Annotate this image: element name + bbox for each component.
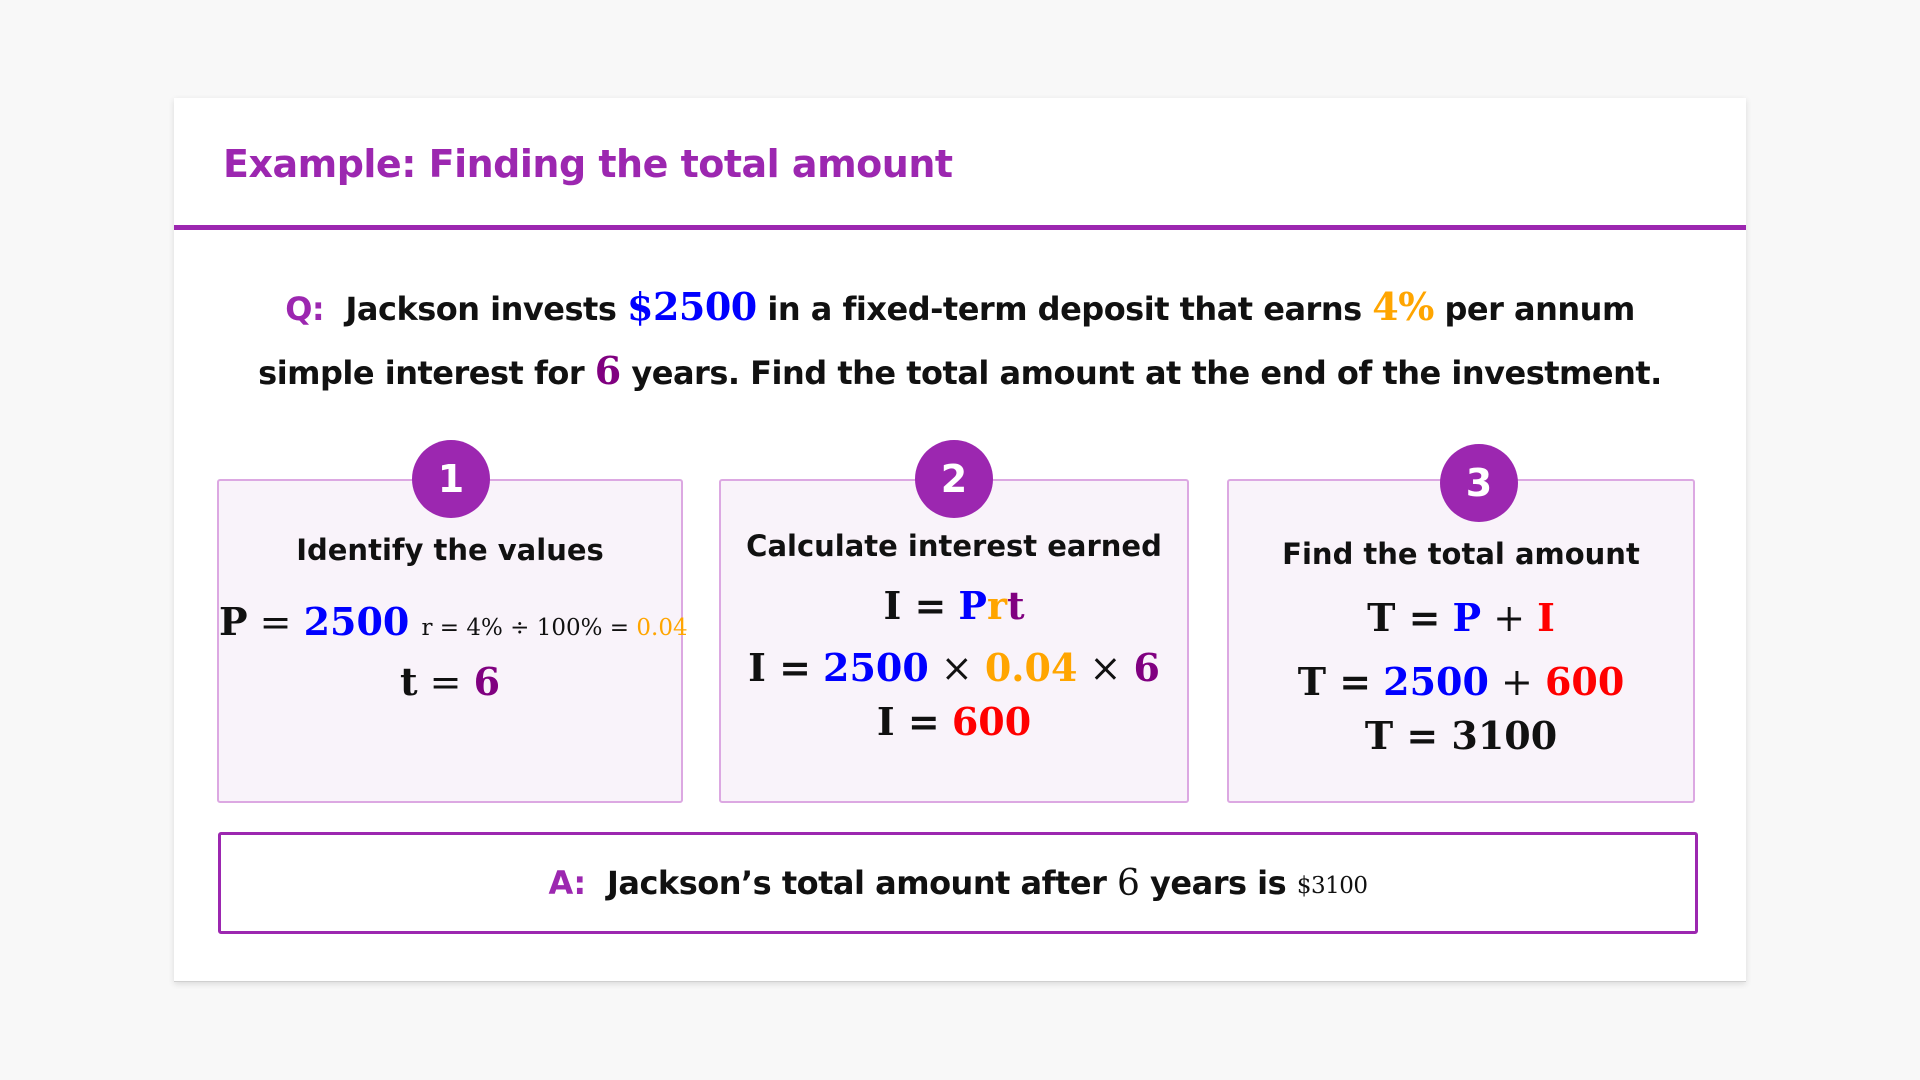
example-card: Example: Finding the total amount Q: Jac… (174, 98, 1746, 982)
answer-value: $3100 (1296, 873, 1368, 899)
math-i: I (1537, 595, 1555, 640)
step-3-box: Find the total amount T = P + I T = 2500… (1227, 479, 1695, 803)
step-3-badge: 3 (1440, 444, 1518, 522)
time-value: 6 (1133, 645, 1160, 690)
step-heading: Identify the values (296, 533, 604, 567)
math-text: = (429, 660, 462, 704)
step-3-result: T = 3100 (1229, 713, 1693, 758)
question-line-2: simple interest for 6 years. Find the to… (174, 348, 1746, 393)
question-text: Jackson invests (345, 290, 617, 328)
question-text: simple interest for (258, 354, 585, 392)
interest-value: 600 (1544, 659, 1625, 704)
step-heading: Calculate interest earned (746, 529, 1162, 563)
math-text: × (1089, 646, 1122, 690)
math-text: t (399, 659, 418, 704)
math-text: T = (1297, 659, 1372, 704)
principal-value: $2500 (627, 284, 757, 329)
title-divider (174, 225, 1746, 230)
principal-value: 2500 (823, 645, 929, 690)
step-1-badge: 1 (412, 440, 490, 518)
math-r: r (986, 583, 1007, 628)
math-text: I = (876, 699, 940, 744)
answer-box: A: Jackson’s total amount after 6 years … (218, 832, 1698, 934)
step-2-badge: 2 (915, 440, 993, 518)
question-label: Q: (285, 290, 325, 328)
math-text: r = 4% ÷ 100% = (421, 615, 630, 641)
step-heading: Find the total amount (1282, 537, 1640, 571)
principal-value: 2500 (303, 599, 410, 644)
interest-value: 600 (951, 699, 1032, 744)
rate-value: 4% (1372, 284, 1434, 329)
time-value: 6 (594, 348, 621, 393)
question-text: in a fixed-term deposit that earns (767, 290, 1362, 328)
step-1-box: Identify the values P = 2500 r = 4% ÷ 10… (217, 479, 688, 803)
math-text: + (1501, 660, 1533, 704)
question-line-1: Q: Jackson invests $2500 in a fixed-term… (174, 284, 1746, 329)
math-text: × (940, 646, 973, 690)
step-1-equation-t: t = 6 (219, 659, 681, 704)
math-text: + (1493, 596, 1526, 640)
step-3-substitution: T = 2500 + 600 (1229, 659, 1693, 704)
math-text: P (219, 599, 248, 644)
step-2-box: Calculate interest earned I = Prt I = 25… (719, 479, 1189, 803)
math-text: T = (1367, 595, 1441, 640)
principal-value: 2500 (1383, 659, 1489, 704)
total-value: T = 3100 (1364, 713, 1558, 758)
step-1-equation-p: P = 2500 r = 4% ÷ 100% = 0.04 (219, 599, 688, 644)
answer-time: 6 (1116, 862, 1140, 904)
time-value: 6 (473, 659, 501, 704)
math-p: P (1452, 595, 1482, 640)
step-2-result: I = 600 (721, 699, 1187, 744)
question-text: per annum (1444, 290, 1635, 328)
rate-value: 0.04 (636, 615, 688, 641)
answer-text: Jackson’s total amount after (606, 864, 1107, 902)
math-text: I = (883, 583, 947, 628)
answer-text: years is (1150, 864, 1287, 902)
step-3-formula: T = P + I (1229, 595, 1693, 640)
page-title: Example: Finding the total amount (223, 142, 953, 186)
math-text: I = (748, 645, 811, 690)
math-t: t (1007, 583, 1025, 628)
math-text: = (259, 600, 292, 644)
rate-value: 0.04 (984, 645, 1078, 690)
math-p: P (958, 583, 987, 628)
step-2-substitution: I = 2500 × 0.04 × 6 (721, 645, 1187, 690)
step-2-formula: I = Prt (721, 583, 1187, 628)
answer-label: A: (548, 864, 587, 902)
question-text: years. Find the total amount at the end … (631, 354, 1662, 392)
